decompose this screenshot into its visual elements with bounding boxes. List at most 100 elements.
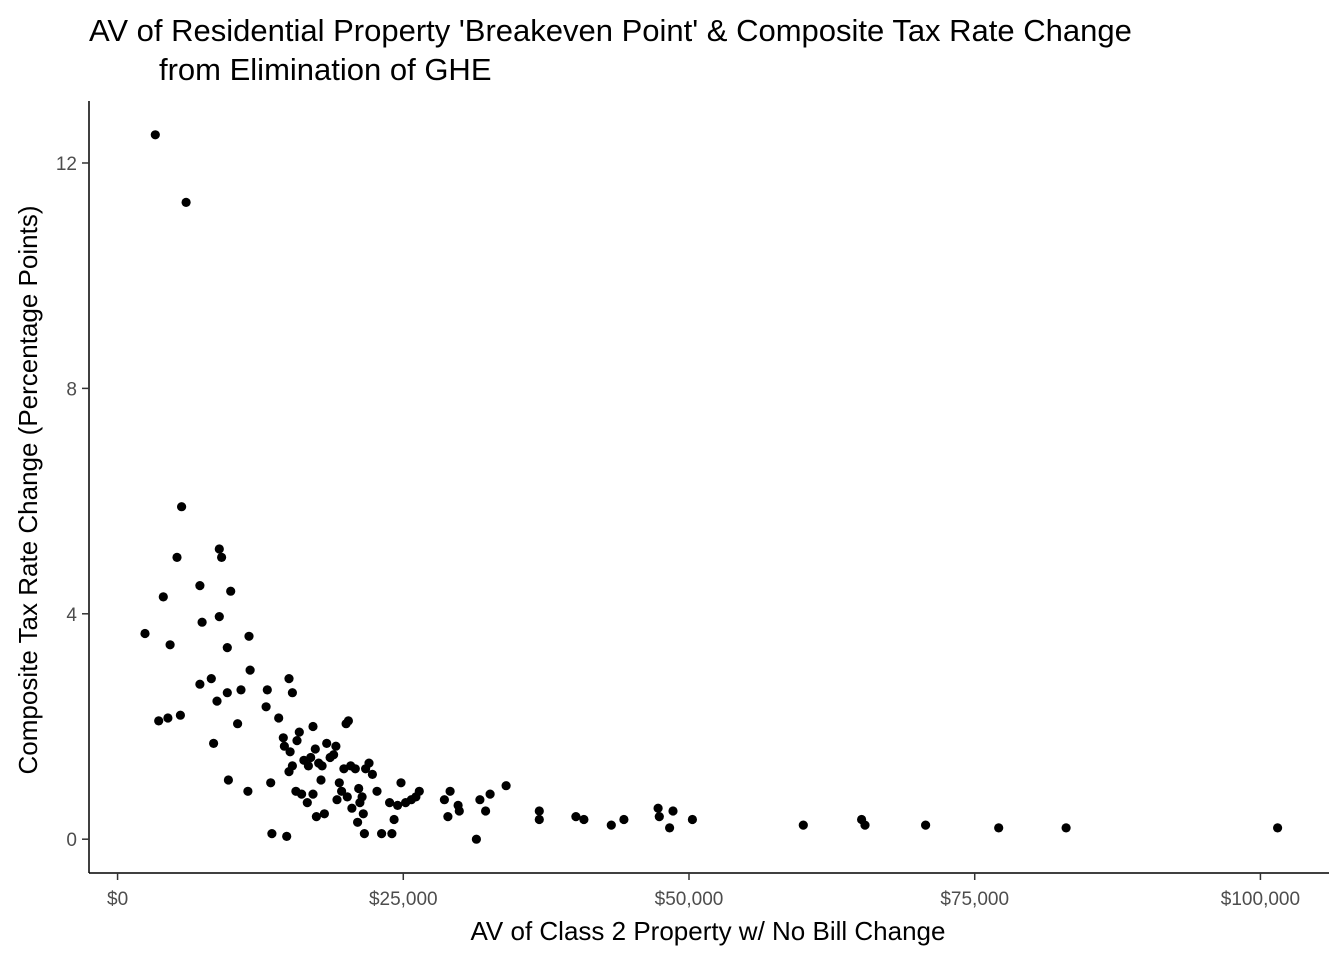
data-point-26 [175,710,185,720]
data-point-94 [471,834,481,844]
data-point-110 [798,820,808,830]
data-point-35 [279,741,289,751]
data-point-34 [278,733,288,743]
data-point-88 [414,786,424,796]
data-point-21 [262,685,272,695]
data-point-25 [163,713,173,723]
data-point-27 [233,719,243,729]
y-tick-label-3: 12 [56,154,77,175]
data-point-29 [274,713,284,723]
data-point-62 [284,767,294,777]
data-point-66 [308,789,318,799]
data-point-89 [439,795,449,805]
data-point-1 [181,197,191,207]
data-point-70 [332,795,342,805]
data-point-61 [367,769,377,780]
data-point-112 [860,820,870,830]
x-tick-label-2: $50,000 [655,889,724,910]
data-point-76 [358,809,368,819]
x-tick-label-1: $25,000 [369,889,438,910]
data-point-106 [654,812,664,822]
data-point-4 [214,544,224,554]
data-point-38 [292,736,302,746]
data-point-118 [282,831,292,842]
data-point-67 [311,812,321,822]
data-point-68 [316,775,326,785]
data-point-79 [377,829,387,839]
data-point-22 [284,674,294,684]
data-points [140,130,1283,844]
data-point-98 [501,781,511,791]
data-point-10 [197,617,207,627]
data-point-71 [337,786,347,796]
data-point-116 [1273,823,1283,833]
data-point-114 [994,823,1004,833]
data-point-13 [222,643,232,653]
x-tick-label-3: $75,000 [940,889,1009,910]
data-point-20 [236,685,246,695]
data-point-12 [165,640,175,650]
data-point-99 [534,806,544,816]
data-point-2 [177,502,187,512]
data-point-91 [445,786,455,796]
data-point-3 [172,552,182,563]
data-point-30 [209,738,219,749]
data-point-84 [396,778,406,788]
data-point-93 [454,806,464,816]
data-point-31 [223,775,233,785]
data-point-14 [244,631,254,641]
data-point-73 [347,803,357,813]
data-point-6 [195,581,205,591]
data-point-100 [534,814,544,825]
y-axis-ticks: 0 4 8 12 [56,154,89,851]
data-point-69 [319,809,329,819]
data-point-80 [385,798,395,808]
data-point-15 [245,665,255,675]
data-point-5 [217,552,227,563]
data-point-108 [668,806,678,816]
data-point-57 [354,783,364,794]
y-tick-label-0: 0 [66,830,77,851]
data-point-17 [206,674,216,684]
x-tick-label-0: $0 [107,889,128,910]
chart-title-line1: AV of Residential Property 'Breakeven Po… [89,13,1132,48]
data-point-102 [579,814,589,825]
data-point-109 [687,814,698,825]
data-point-42 [306,752,316,763]
data-point-75 [355,798,365,808]
data-point-107 [665,823,675,833]
data-point-41 [303,761,313,771]
data-point-43 [308,721,318,732]
data-point-8 [226,586,236,596]
data-point-33 [266,778,276,788]
data-point-49 [329,750,339,760]
data-point-105 [653,803,663,813]
data-point-115 [1061,823,1071,833]
data-point-101 [571,812,581,822]
data-point-103 [606,820,616,830]
x-tick-label-4: $100,000 [1221,889,1300,910]
data-point-32 [243,786,253,796]
y-tick-label-1: 4 [66,605,77,626]
data-point-18 [212,696,222,706]
x-axis-title: AV of Class 2 Property w/ No Bill Change [471,916,946,946]
data-point-19 [222,688,232,698]
data-point-7 [158,592,168,602]
data-point-96 [481,806,491,816]
chart-title-line2: from Elimination of GHE [159,52,492,87]
data-point-97 [485,789,495,799]
data-point-65 [302,798,312,808]
data-point-82 [389,814,399,825]
data-point-56 [350,764,360,774]
data-point-54 [343,716,353,726]
data-point-60 [364,758,374,768]
y-tick-label-2: 8 [66,379,77,400]
data-point-16 [195,679,205,689]
data-point-47 [322,738,332,749]
data-point-113 [921,820,931,830]
data-point-28 [261,702,271,712]
data-point-39 [294,727,304,737]
data-point-77 [359,829,369,839]
data-point-83 [393,800,403,811]
data-point-36 [285,747,295,757]
